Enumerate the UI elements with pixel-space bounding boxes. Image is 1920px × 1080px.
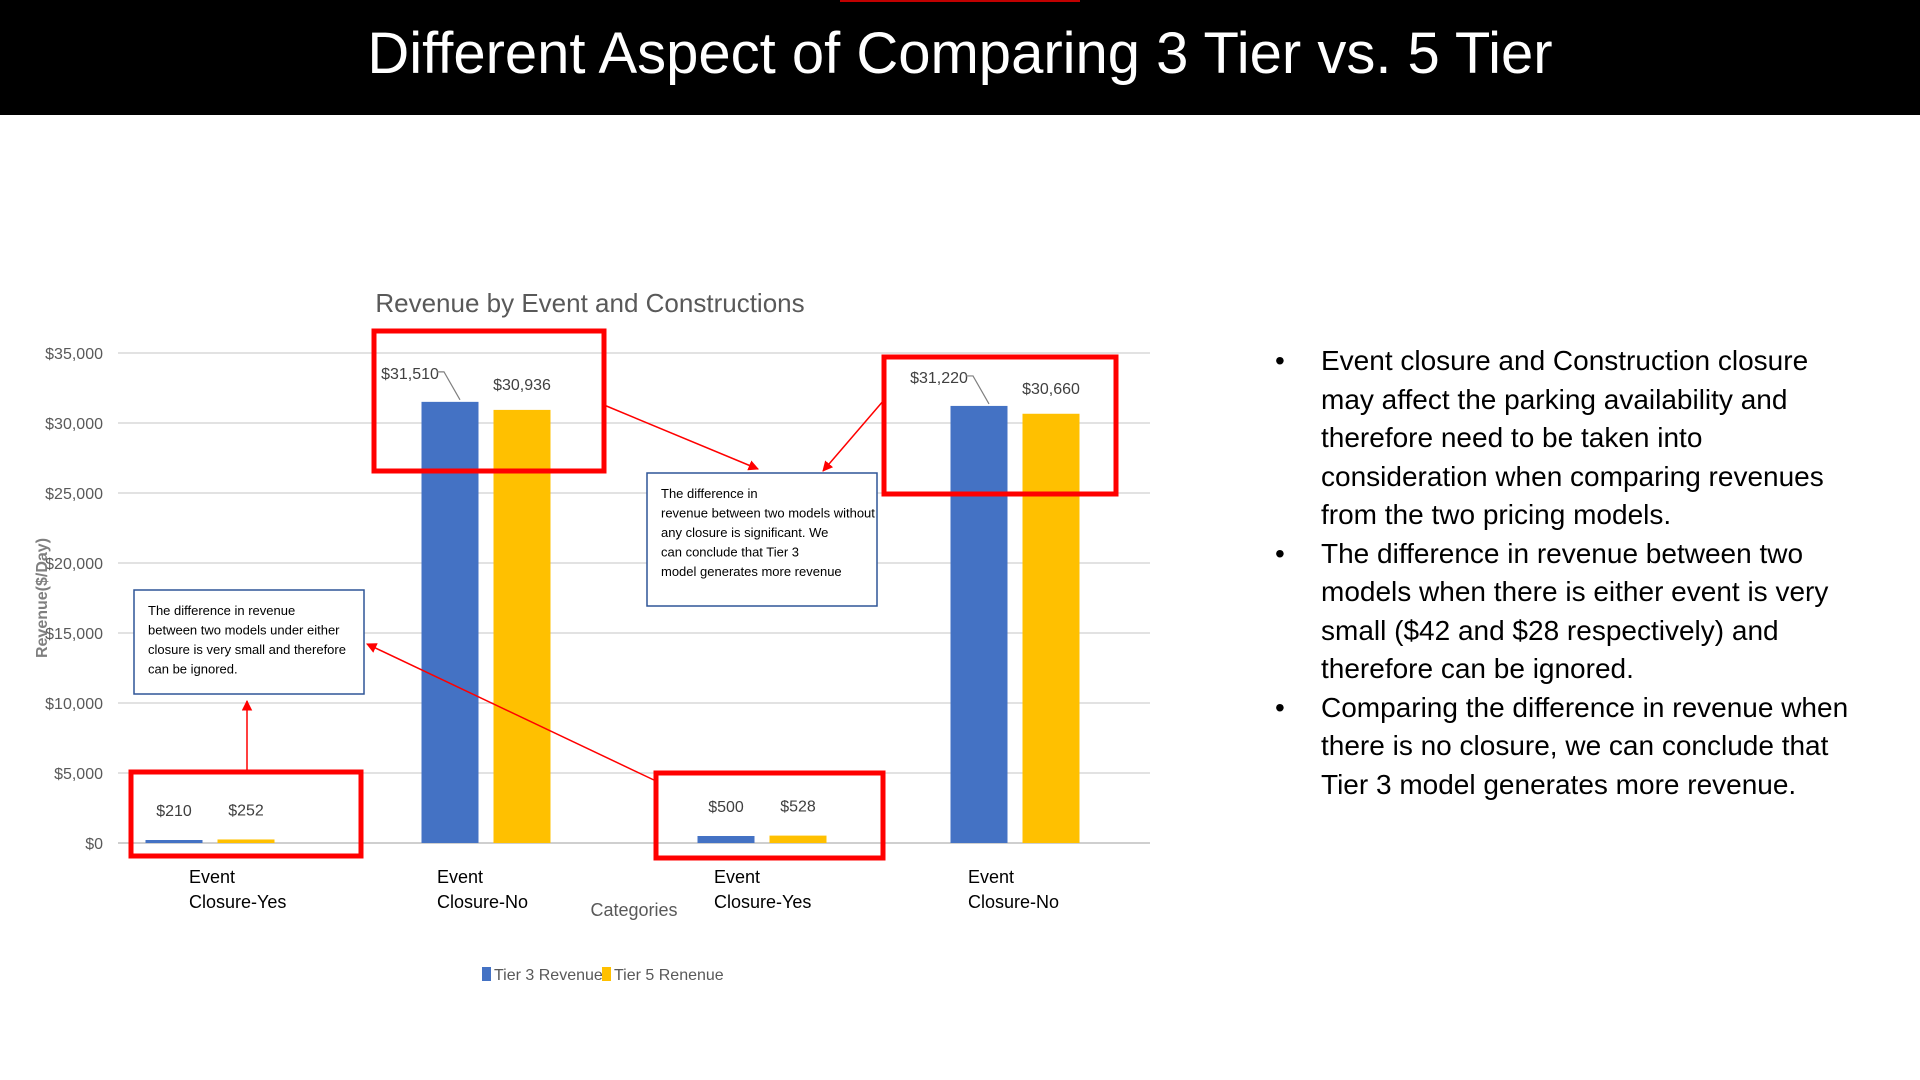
bar [421, 401, 479, 843]
annotation-arrow [603, 404, 759, 471]
y-tick-label: $20,000 [45, 556, 103, 573]
bullet-item: Event closure and Construction closure m… [1275, 342, 1855, 535]
title-accent-line [840, 0, 1080, 2]
bar [1022, 413, 1080, 843]
legend-label: Tier 3 Revenue [494, 967, 603, 984]
x-axis-label: Categories [590, 900, 677, 920]
y-tick-label: $15,000 [45, 626, 103, 643]
highlight-box [371, 328, 607, 474]
highlight-box [653, 770, 886, 861]
chart-title: Revenue by Event and Constructions [375, 288, 804, 318]
bullet-item: The difference in revenue between two mo… [1275, 535, 1855, 689]
bar [493, 409, 551, 843]
bar [145, 840, 203, 843]
data-label: $500 [708, 799, 744, 816]
bar [769, 835, 827, 843]
legend-label: Tier 5 Renenue [614, 967, 724, 984]
y-tick-label: $30,000 [45, 416, 103, 433]
highlight-box [881, 354, 1119, 497]
data-label: $31,510 [381, 366, 439, 383]
title-bar: Different Aspect of Comparing 3 Tier vs.… [0, 0, 1920, 115]
x-category-label: Event Closure-Yes [189, 867, 286, 912]
annotation-left-box [133, 589, 365, 695]
data-label: $31,220 [910, 370, 968, 387]
slide-title: Different Aspect of Comparing 3 Tier vs.… [367, 21, 1553, 86]
legend-swatch [602, 967, 611, 981]
y-tick-label: $0 [85, 836, 103, 853]
bar [697, 836, 755, 843]
bar [217, 839, 275, 843]
highlight-box [128, 769, 364, 859]
y-axis-label: Revenue($/Day) [34, 538, 51, 658]
leader-line [966, 375, 990, 405]
data-label: $528 [780, 799, 816, 816]
annotation-right: The difference in revenue between two mod… [661, 486, 875, 579]
data-label: $30,660 [1022, 381, 1080, 398]
data-label: $30,936 [493, 377, 551, 394]
leader-line [437, 371, 461, 401]
annotation-arrow [822, 399, 885, 472]
x-category-label: Event Closure-Yes [714, 867, 811, 912]
x-category-label: Event Closure-No [437, 867, 528, 912]
annotation-right-box [646, 472, 878, 607]
data-label: $252 [228, 802, 264, 819]
data-label: $210 [156, 803, 192, 820]
bullet-list: Event closure and Construction closure m… [1275, 342, 1855, 804]
bullet-item: Comparing the difference in revenue when… [1275, 689, 1855, 805]
y-tick-label: $25,000 [45, 486, 103, 503]
annotation-arrow [366, 643, 657, 782]
legend-swatch [482, 967, 491, 981]
y-tick-label: $10,000 [45, 696, 103, 713]
y-tick-label: $35,000 [45, 346, 103, 363]
y-tick-label: $5,000 [54, 766, 103, 783]
x-category-label: Event Closure-No [968, 867, 1059, 912]
annotation-left: The difference in revenue between two mod… [148, 603, 346, 677]
bar [950, 405, 1008, 843]
